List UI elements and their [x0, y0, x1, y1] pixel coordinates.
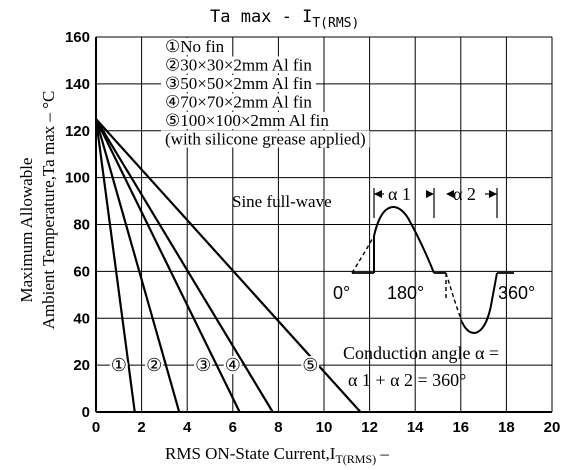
- legend-text-5: 100×100×2mm Al fin: [180, 111, 329, 130]
- legend-marker-3: ③: [165, 74, 180, 93]
- x-tick-labels: 0 2 4 6 8 10 12 14 16 18 20: [92, 419, 561, 436]
- y-tick-label-160: 160: [65, 29, 90, 46]
- legend-bg-4: [161, 93, 316, 111]
- series-line-4: [95, 118, 274, 413]
- series-marker-bg-2: [145, 356, 164, 375]
- deg-360-label: 360°: [498, 283, 535, 303]
- sine-dashed-rise: [351, 235, 375, 274]
- chart-title: Ta max - IT(RMS): [210, 7, 359, 31]
- legend-bg-3: [161, 75, 316, 92]
- series-marker-3: ③: [195, 355, 211, 375]
- x-tick-label-2: 2: [137, 419, 145, 436]
- sine-dashed-fall: [445, 272, 463, 323]
- x-tick-label-20: 20: [544, 419, 561, 436]
- series-marker-1: ①: [111, 355, 127, 375]
- sine-positive-half: [373, 206, 435, 274]
- x-axis-label: RMS ON-State Current,IT(RMS) –: [165, 444, 389, 466]
- legend-marker-1: ①: [165, 37, 180, 56]
- deg-180-label: 180°: [387, 283, 424, 303]
- legend-item-1: ①No fin: [165, 37, 225, 56]
- y-tick-label-60: 60: [73, 263, 90, 280]
- conduction-angle-line2: α 1 + α 2 = 360°: [348, 370, 466, 390]
- legend-text-1: No fin: [180, 37, 224, 56]
- alpha1-arrow-right: [426, 190, 434, 198]
- x-tick-label-6: 6: [229, 419, 237, 436]
- y-tick-label-0: 0: [82, 404, 90, 421]
- legend-bg-2: [161, 56, 316, 74]
- y-tick-label-120: 120: [65, 123, 90, 140]
- y-tick-label-140: 140: [65, 76, 90, 93]
- y-axis-label-line2: Ambient Temperature,Ta max – °C: [39, 91, 58, 330]
- x-tick-label-18: 18: [498, 419, 515, 436]
- series-marker-bg-1: [109, 356, 128, 375]
- sine-negative-half: [461, 272, 498, 334]
- legend-bg-1: [161, 38, 229, 55]
- series-marker-4: ④: [225, 355, 241, 375]
- x-tick-label-16: 16: [452, 419, 469, 436]
- y-tick-label-40: 40: [73, 310, 90, 327]
- legend-text-6: (with silicone grease applied): [165, 130, 366, 149]
- legend-bg-5: [161, 112, 333, 129]
- series-marker-2: ②: [146, 355, 162, 375]
- legend-marker-2: ②: [165, 56, 180, 75]
- legend-item-5: ⑤100×100×2mm Al fin: [165, 111, 329, 130]
- x-axis-label-suffix: –: [376, 444, 389, 463]
- alpha1-label: α 1: [388, 184, 411, 204]
- sine-full-wave-label: Sine full-wave: [232, 192, 332, 211]
- legend-bg-6: [161, 130, 370, 148]
- legend-item-3: ③50×50×2mm Al fin: [165, 74, 312, 93]
- x-tick-label-14: 14: [407, 419, 424, 436]
- x-tick-label-12: 12: [361, 419, 378, 436]
- x-tick-label-10: 10: [316, 419, 333, 436]
- series-line-2: [94, 118, 181, 413]
- y-tick-label-80: 80: [73, 217, 90, 234]
- alpha2-arrow-left: [446, 190, 454, 198]
- chart-title-main: Ta max - I: [210, 7, 312, 27]
- x-axis-label-main: RMS ON-State Current,I: [165, 444, 336, 463]
- legend-item-6: (with silicone grease applied): [165, 130, 366, 149]
- series-line-1: [94, 118, 136, 413]
- legend-text-4: 70×70×2mm Al fin: [180, 93, 312, 112]
- legend-text-3: 50×50×2mm Al fin: [180, 74, 312, 93]
- legend-marker-5: ⑤: [165, 111, 180, 130]
- legend-text-2: 30×30×2mm Al fin: [180, 56, 312, 75]
- x-axis-label-sub: T(RMS): [335, 452, 376, 466]
- legend-marker-4: ④: [165, 93, 180, 112]
- series-marker-bg-3: [194, 356, 213, 375]
- alpha2-label: α 2: [453, 184, 476, 204]
- x-tick-label-4: 4: [183, 419, 192, 436]
- y-tick-label-100: 100: [65, 170, 90, 187]
- y-axis-label-line1: Maximum Allowable: [17, 158, 36, 303]
- series-marker-5: ⑤: [302, 355, 318, 375]
- y-tick-labels: 0 20 40 60 80 100 120 140 160: [65, 29, 90, 421]
- series-marker-bg-4: [223, 356, 242, 375]
- chart-title-sub: T(RMS): [312, 16, 359, 31]
- series-marker-bg-5: [301, 356, 320, 375]
- series-line-3: [95, 118, 241, 413]
- x-tick-label-0: 0: [92, 419, 100, 436]
- conduction-angle-line1: Conduction angle α =: [343, 343, 499, 363]
- legend-item-2: ②30×30×2mm Al fin: [165, 56, 312, 75]
- y-tick-label-20: 20: [73, 357, 90, 374]
- deg-0-label: 0°: [333, 283, 350, 303]
- x-tick-label-8: 8: [274, 419, 282, 436]
- sine-wave-inset: Sine full-wave α 1 α 2 0° 180° 360° Cond…: [232, 184, 535, 390]
- legend-item-4: ④70×70×2mm Al fin: [165, 93, 312, 112]
